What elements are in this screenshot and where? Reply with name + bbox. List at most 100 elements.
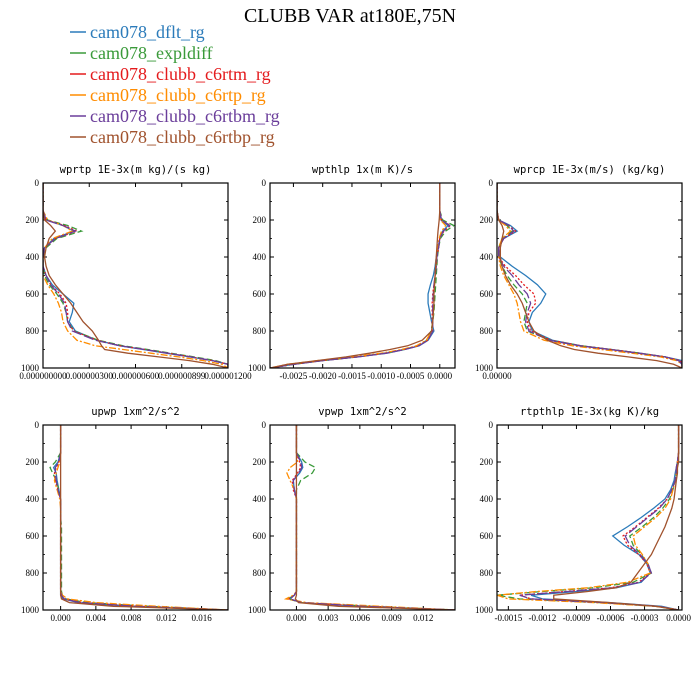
x-tick-label: -0.0015 — [494, 613, 522, 623]
y-tick-label: 200 — [480, 215, 494, 225]
y-tick-label: 200 — [26, 215, 40, 225]
x-tick-label: 0.000000600 — [112, 371, 160, 381]
y-tick-label: 800 — [253, 568, 267, 578]
plot-frame — [496, 182, 683, 369]
series-line — [59, 425, 228, 610]
y-tick-label: 1000 — [21, 605, 40, 615]
x-tick-label: -0.0010 — [367, 371, 395, 381]
plot-frame — [496, 424, 683, 611]
series-line — [497, 183, 682, 368]
y-tick-label: 0 — [489, 420, 494, 430]
legend-label: cam078_expldiff — [90, 43, 213, 63]
x-tick-label: 0.012 — [156, 613, 176, 623]
x-tick-label: 0.016 — [191, 613, 212, 623]
series-line — [287, 425, 455, 610]
y-tick-label: 800 — [253, 326, 267, 336]
x-tick-label: 0.006 — [350, 613, 371, 623]
x-tick-label: 0.000000899 — [158, 371, 206, 381]
panel-title: upwp 1xm^2/s^2 — [91, 406, 180, 418]
chart-panel: wprcp 1E-3x(m/s) (kg/kg) 0 200 400 600 800 100… — [475, 164, 683, 381]
series-line — [288, 425, 455, 610]
y-tick-label: 600 — [26, 531, 40, 541]
y-tick-label: 800 — [480, 326, 494, 336]
series-line — [53, 425, 228, 610]
plot-frame — [42, 424, 229, 611]
y-tick-label: 600 — [26, 289, 40, 299]
series-line — [530, 425, 680, 610]
series-line — [43, 183, 228, 368]
y-tick-label: 800 — [480, 568, 494, 578]
y-tick-label: 600 — [253, 531, 267, 541]
legend-label: cam078_clubb_c6rtp_rg — [90, 85, 266, 105]
y-tick-label: 1000 — [475, 605, 494, 615]
series-line — [519, 425, 680, 610]
series-line — [497, 183, 682, 368]
panel-title: wprtp 1E-3x(m kg)/(s kg) — [60, 164, 212, 176]
panel-title: wprcp 1E-3x(m/s) (kg/kg) — [514, 164, 666, 176]
panel-title: wpthlp 1x(m K)/s — [312, 164, 413, 176]
x-tick-label: -0.0006 — [597, 613, 625, 623]
panels: wprtp 1E-3x(m kg)/(s kg) 0 200 400 600 800 100… — [19, 164, 691, 623]
x-tick-label: 0.000000300 — [66, 371, 114, 381]
x-tick-label: 0.00000 — [482, 371, 512, 381]
series-line — [519, 425, 680, 610]
y-tick-label: 400 — [253, 252, 267, 262]
chart-panel: wprtp 1E-3x(m kg)/(s kg) 0 200 400 600 800 100… — [19, 164, 252, 381]
series-line — [497, 425, 680, 610]
series-line — [43, 183, 228, 368]
y-tick-label: 200 — [480, 457, 494, 467]
legend-label: cam078_clubb_c6rtm_rg — [90, 64, 271, 84]
series-line — [54, 425, 228, 610]
x-tick-label: -0.0009 — [563, 613, 591, 623]
legend-label: cam078_clubb_c6rtbp_rg — [90, 127, 275, 147]
y-tick-label: 0 — [35, 178, 40, 188]
series-line — [283, 425, 455, 610]
y-tick-label: 1000 — [21, 363, 40, 373]
series-line — [270, 183, 447, 368]
x-tick-label: -0.0012 — [529, 613, 557, 623]
y-tick-label: 0 — [262, 178, 267, 188]
chart-panel: rtpthlp 1E-3x(kg K)/kg02004006008001000-… — [475, 406, 691, 623]
series-line — [43, 183, 228, 368]
series-line — [497, 425, 680, 610]
y-tick-label: 200 — [253, 457, 267, 467]
series-line — [43, 183, 228, 368]
series-line — [270, 183, 452, 368]
series-line — [52, 425, 228, 610]
y-tick-label: 0 — [262, 420, 267, 430]
x-tick-label: 0.012 — [413, 613, 433, 623]
x-tick-label: 0.003 — [318, 613, 339, 623]
x-tick-label: -0.0015 — [338, 371, 366, 381]
legend-label: cam078_dflt_rg — [90, 22, 205, 42]
series-line — [286, 425, 455, 610]
series-line — [497, 183, 682, 368]
legend: cam078_dflt_rgcam078_expldiffcam078_club… — [70, 22, 280, 147]
series-line — [53, 425, 228, 610]
y-tick-label: 400 — [26, 252, 40, 262]
chart-panel: vpwp 1xm^2/s^2 0 200 400 600 800 1000 0.000 0.00… — [248, 406, 456, 623]
series-line — [43, 183, 228, 368]
x-tick-label: -0.0005 — [397, 371, 425, 381]
series-line — [49, 425, 228, 610]
y-tick-label: 400 — [253, 494, 267, 504]
series-line — [294, 425, 455, 610]
y-tick-label: 800 — [26, 568, 40, 578]
chart-panel: wpthlp 1x(m K)/s 0 200 400 600 800 1000 -0.0025… — [248, 164, 456, 381]
x-tick-label: 0.0000 — [427, 371, 452, 381]
y-tick-label: 0 — [35, 420, 40, 430]
panel-title: vpwp 1xm^2/s^2 — [318, 406, 407, 418]
x-tick-label: -0.0020 — [309, 371, 337, 381]
y-tick-label: 400 — [480, 494, 494, 504]
y-tick-label: 800 — [26, 326, 40, 336]
x-tick-label: 0.000 — [286, 613, 307, 623]
x-tick-label: -0.0025 — [280, 371, 308, 381]
y-tick-label: 200 — [253, 215, 267, 225]
y-tick-label: 1000 — [248, 605, 267, 615]
x-tick-label: 0.000001200 — [204, 371, 252, 381]
plot-frame — [269, 182, 456, 369]
x-tick-label: 0.000000000 — [19, 371, 67, 381]
y-tick-label: 1000 — [475, 363, 494, 373]
x-tick-label: 0.004 — [86, 613, 107, 623]
chart-panel: upwp 1xm^2/s^2 0 200 400 600 800 1000 0.000 0.00… — [21, 406, 229, 623]
